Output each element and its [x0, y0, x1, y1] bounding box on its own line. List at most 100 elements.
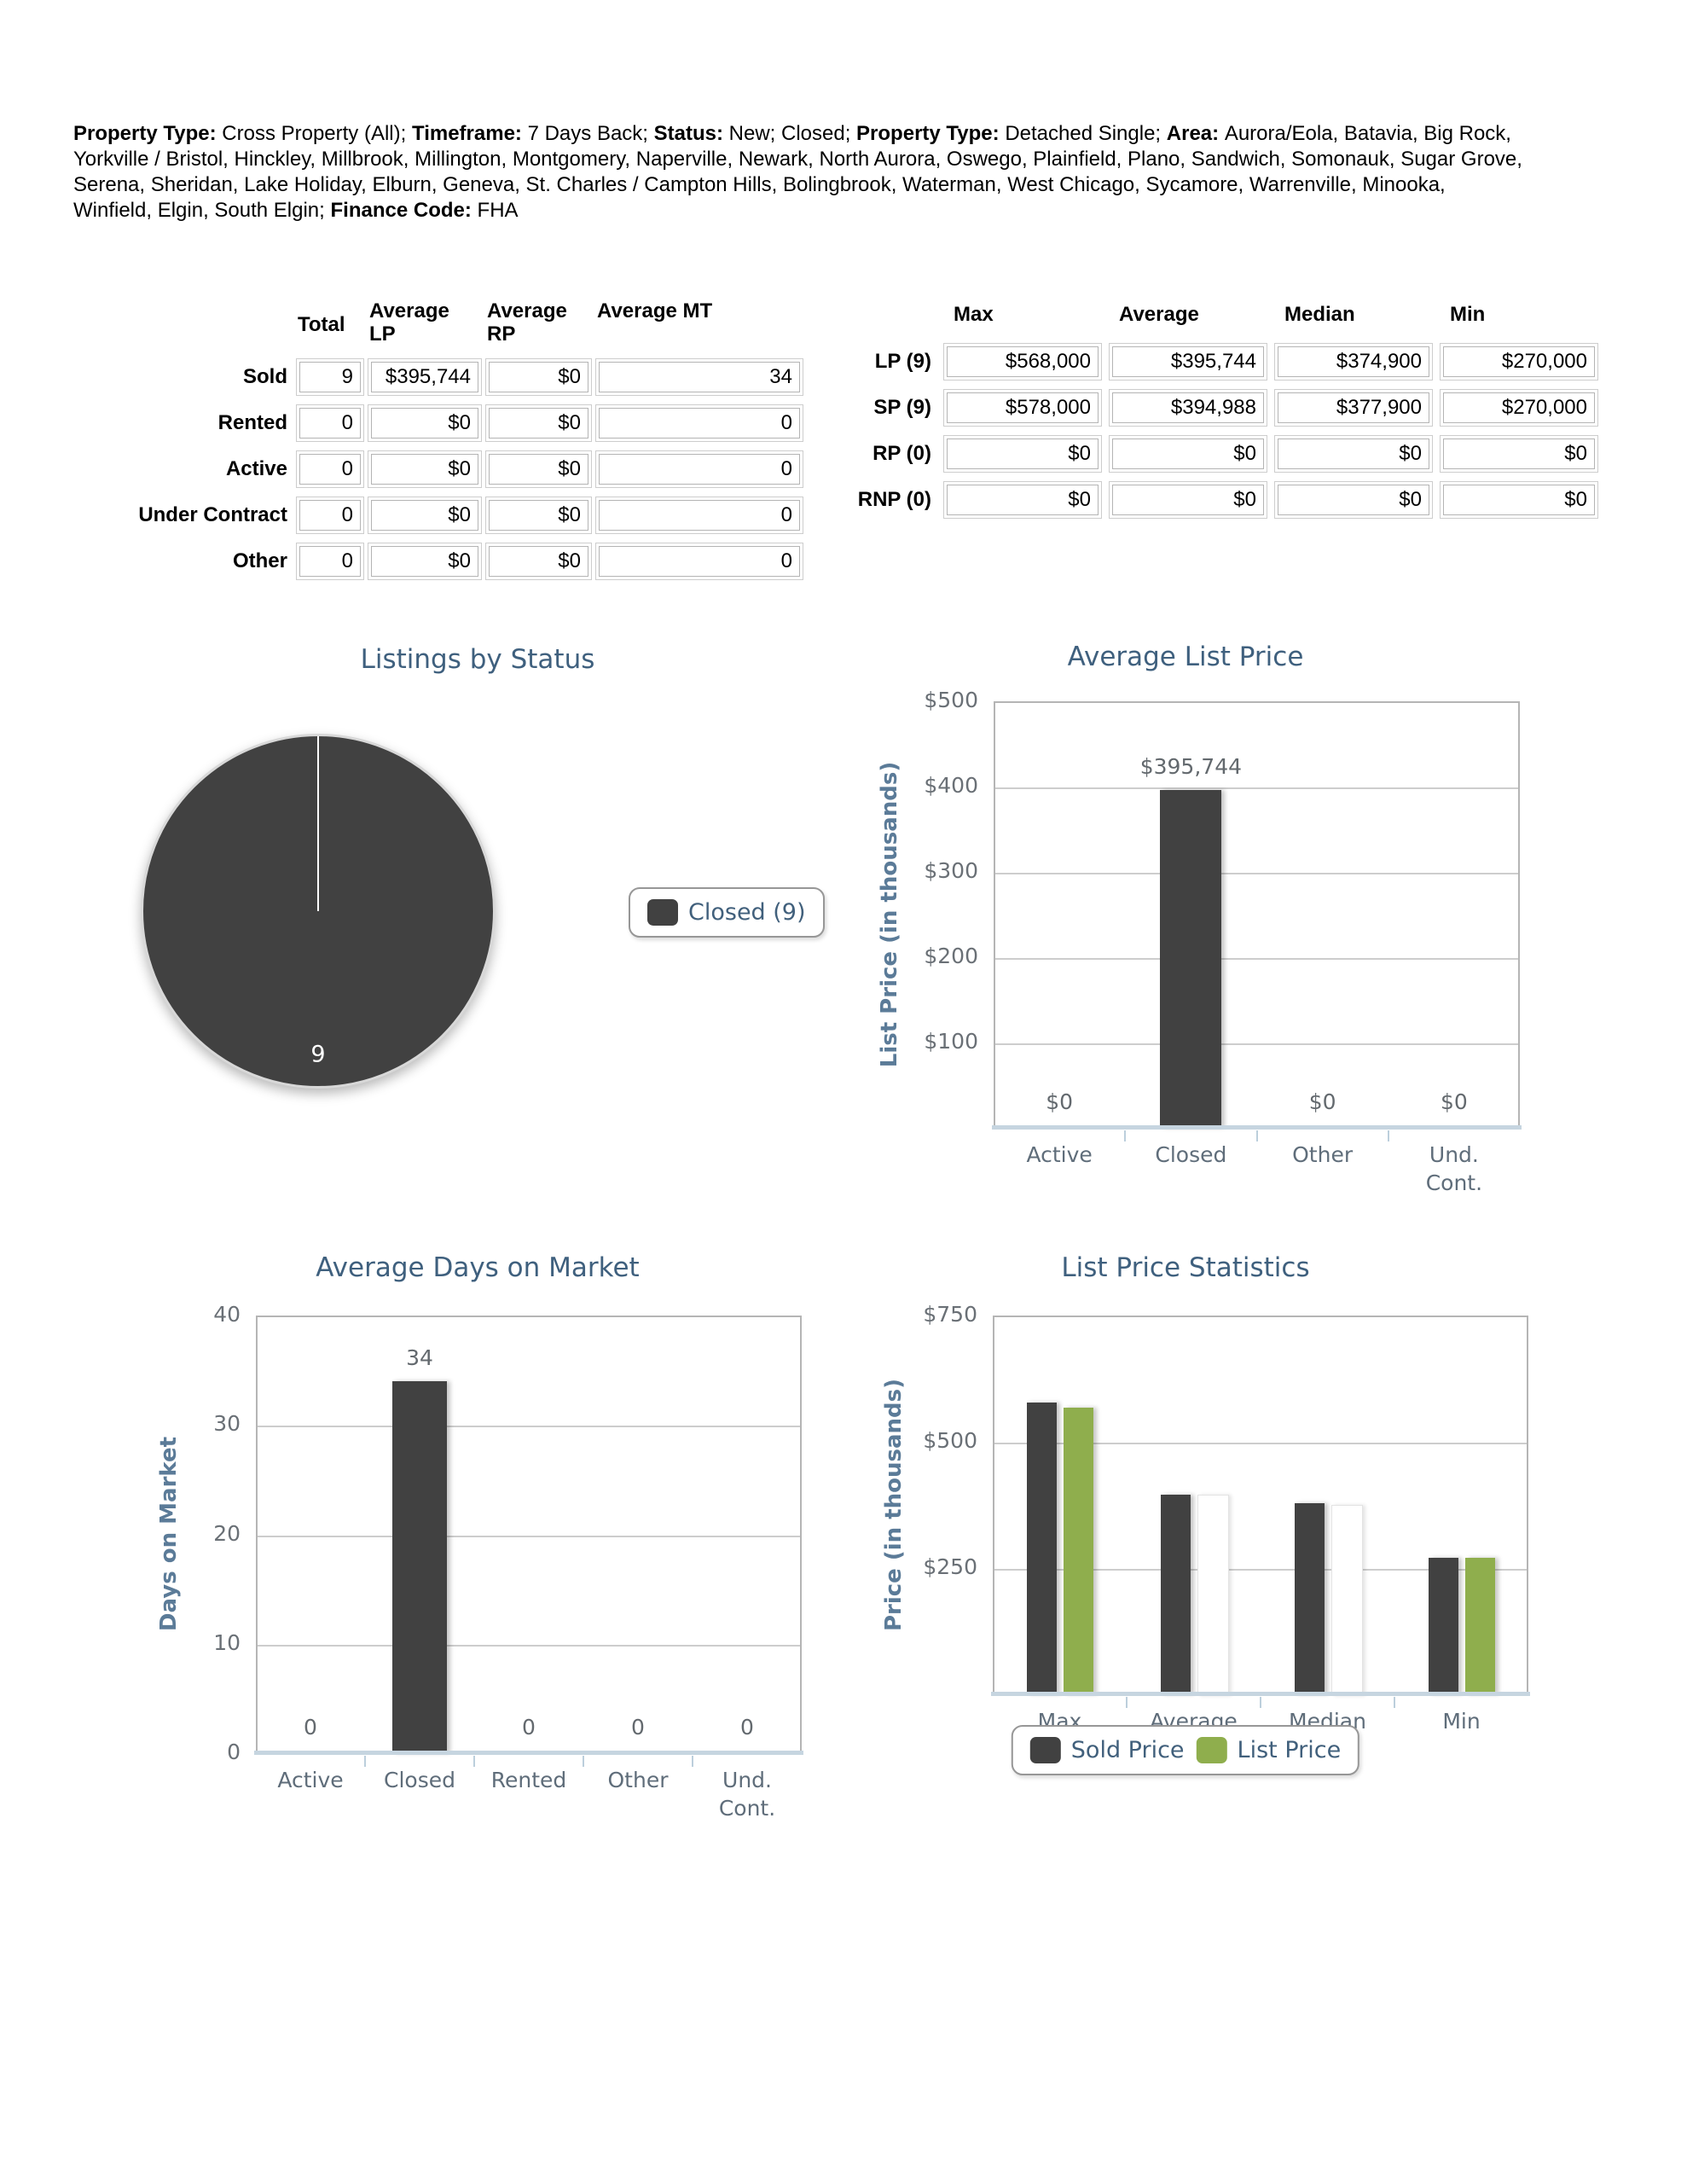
criteria-label: Property Type: — [73, 122, 223, 145]
table-cell: $0 — [1109, 481, 1267, 519]
category-label: Active — [277, 1768, 344, 1792]
legend-swatch — [1029, 1737, 1061, 1763]
table-cell: 0 — [296, 497, 364, 534]
legend-swatch — [647, 899, 678, 926]
category-label: Other — [607, 1768, 669, 1792]
table-cell: $0 — [368, 497, 482, 534]
legend-entry: List Price — [1196, 1737, 1342, 1763]
gridline — [994, 1569, 1527, 1571]
plot-area — [994, 701, 1520, 1128]
table-cell-value: 0 — [299, 454, 361, 485]
gridline — [995, 1043, 1518, 1045]
bar-sold-price-average — [1160, 1495, 1191, 1694]
table-cell: 34 — [595, 358, 803, 396]
table-cell-value: 0 — [599, 500, 800, 531]
table-cell: $0 — [1274, 435, 1433, 473]
y-tick-label: $250 — [923, 1554, 977, 1579]
legend: Sold Price List Price — [1011, 1725, 1360, 1775]
table-cell-value: $394,988 — [1112, 392, 1264, 423]
table-cell-value: $0 — [1112, 439, 1264, 469]
bar-closed — [392, 1380, 447, 1753]
gridline — [258, 1535, 800, 1537]
table-cell-value: $0 — [371, 500, 478, 531]
chart-title: Average Days on Market — [316, 1252, 640, 1283]
table-cell-value: 0 — [299, 500, 361, 531]
table-cell: $0 — [368, 404, 482, 442]
category-label: Und. Cont. — [1425, 1142, 1483, 1195]
bar-sold-price-max — [1026, 1402, 1057, 1694]
legend-label: Closed (9) — [688, 899, 806, 926]
table-row-label: Active — [225, 457, 287, 480]
table-corner — [849, 304, 936, 334]
gridline — [995, 787, 1518, 789]
table-cell: $0 — [1440, 481, 1598, 519]
pie-slice-divider — [317, 736, 319, 911]
y-tick-label: 20 — [213, 1520, 241, 1546]
table-cell: $578,000 — [943, 389, 1102, 427]
table-cell: $0 — [1440, 435, 1598, 473]
criteria-label: Property Type: — [856, 122, 1006, 145]
table-cell-value: 0 — [599, 454, 800, 485]
table-cell: $0 — [485, 543, 592, 580]
y-tick-label: 10 — [213, 1629, 241, 1655]
table-cell-value: $0 — [947, 439, 1099, 469]
table-cell-value: $0 — [371, 546, 478, 577]
category-label: Closed — [1155, 1142, 1227, 1167]
x-axis-tick — [364, 1756, 366, 1767]
table-cell: $0 — [943, 435, 1102, 473]
x-axis-line — [992, 1125, 1522, 1130]
table-cell: 0 — [296, 543, 364, 580]
x-axis-tick — [1124, 1130, 1127, 1141]
table-cell: $0 — [1109, 435, 1267, 473]
x-axis-tick — [583, 1756, 584, 1767]
x-axis-tick — [473, 1756, 475, 1767]
category-label: Closed — [384, 1768, 455, 1792]
x-axis-tick — [692, 1756, 693, 1767]
chart-title: Average List Price — [1067, 642, 1304, 672]
column-header: Min — [1450, 303, 1486, 326]
category-label: Other — [1292, 1142, 1354, 1167]
data-label: $0 — [1308, 1089, 1336, 1114]
table-cell: 0 — [296, 404, 364, 442]
gridline — [258, 1644, 800, 1647]
legend-swatch — [1196, 1737, 1227, 1763]
search-criteria: Property Type: Cross Property (All); Tim… — [73, 121, 1523, 224]
bar-closed — [1160, 790, 1222, 1128]
table-cell: $0 — [368, 543, 482, 580]
legend-entry: Closed (9) — [647, 899, 806, 926]
table-cell-value: $0 — [489, 454, 588, 485]
data-label: 34 — [406, 1345, 433, 1370]
category-label: Min — [1442, 1709, 1481, 1734]
table-row-label: RP (0) — [872, 442, 931, 465]
table-cell: $270,000 — [1440, 343, 1598, 380]
table-cell-value: $270,000 — [1443, 392, 1595, 423]
x-axis-tick — [1260, 1697, 1261, 1708]
status-summary-table: Total Average LP Average RP Average MT Sold 9… — [51, 299, 803, 580]
pie-value-label: 9 — [310, 1041, 326, 1068]
table-corner — [51, 300, 293, 350]
data-label: 0 — [304, 1715, 317, 1740]
x-axis-line — [991, 1692, 1530, 1696]
legend-entry: Sold Price — [1029, 1737, 1185, 1763]
table-cell-value: $0 — [1278, 485, 1429, 515]
table-cell-value: 34 — [599, 362, 800, 392]
y-tick-label: $500 — [923, 1428, 977, 1453]
criteria-value: Cross Property (All); — [222, 122, 412, 145]
y-tick-label: 30 — [213, 1411, 241, 1437]
y-tick-label: $300 — [924, 858, 978, 883]
legend-label: List Price — [1237, 1737, 1342, 1763]
table-cell: 0 — [296, 450, 364, 488]
table-cell: $0 — [485, 404, 592, 442]
y-tick-label: $100 — [924, 1029, 978, 1054]
table-cell: $568,000 — [943, 343, 1102, 380]
table-cell-value: 9 — [299, 362, 361, 392]
x-axis-tick — [1387, 1130, 1389, 1141]
table-cell-value: $578,000 — [947, 392, 1099, 423]
criteria-label: Area: — [1166, 122, 1225, 145]
table-row-label: LP (9) — [874, 350, 931, 373]
column-header: Median — [1284, 303, 1355, 326]
table-cell-value: $0 — [1443, 485, 1595, 515]
table-cell-value: $0 — [1112, 485, 1264, 515]
table-cell-value: $374,900 — [1278, 346, 1429, 377]
